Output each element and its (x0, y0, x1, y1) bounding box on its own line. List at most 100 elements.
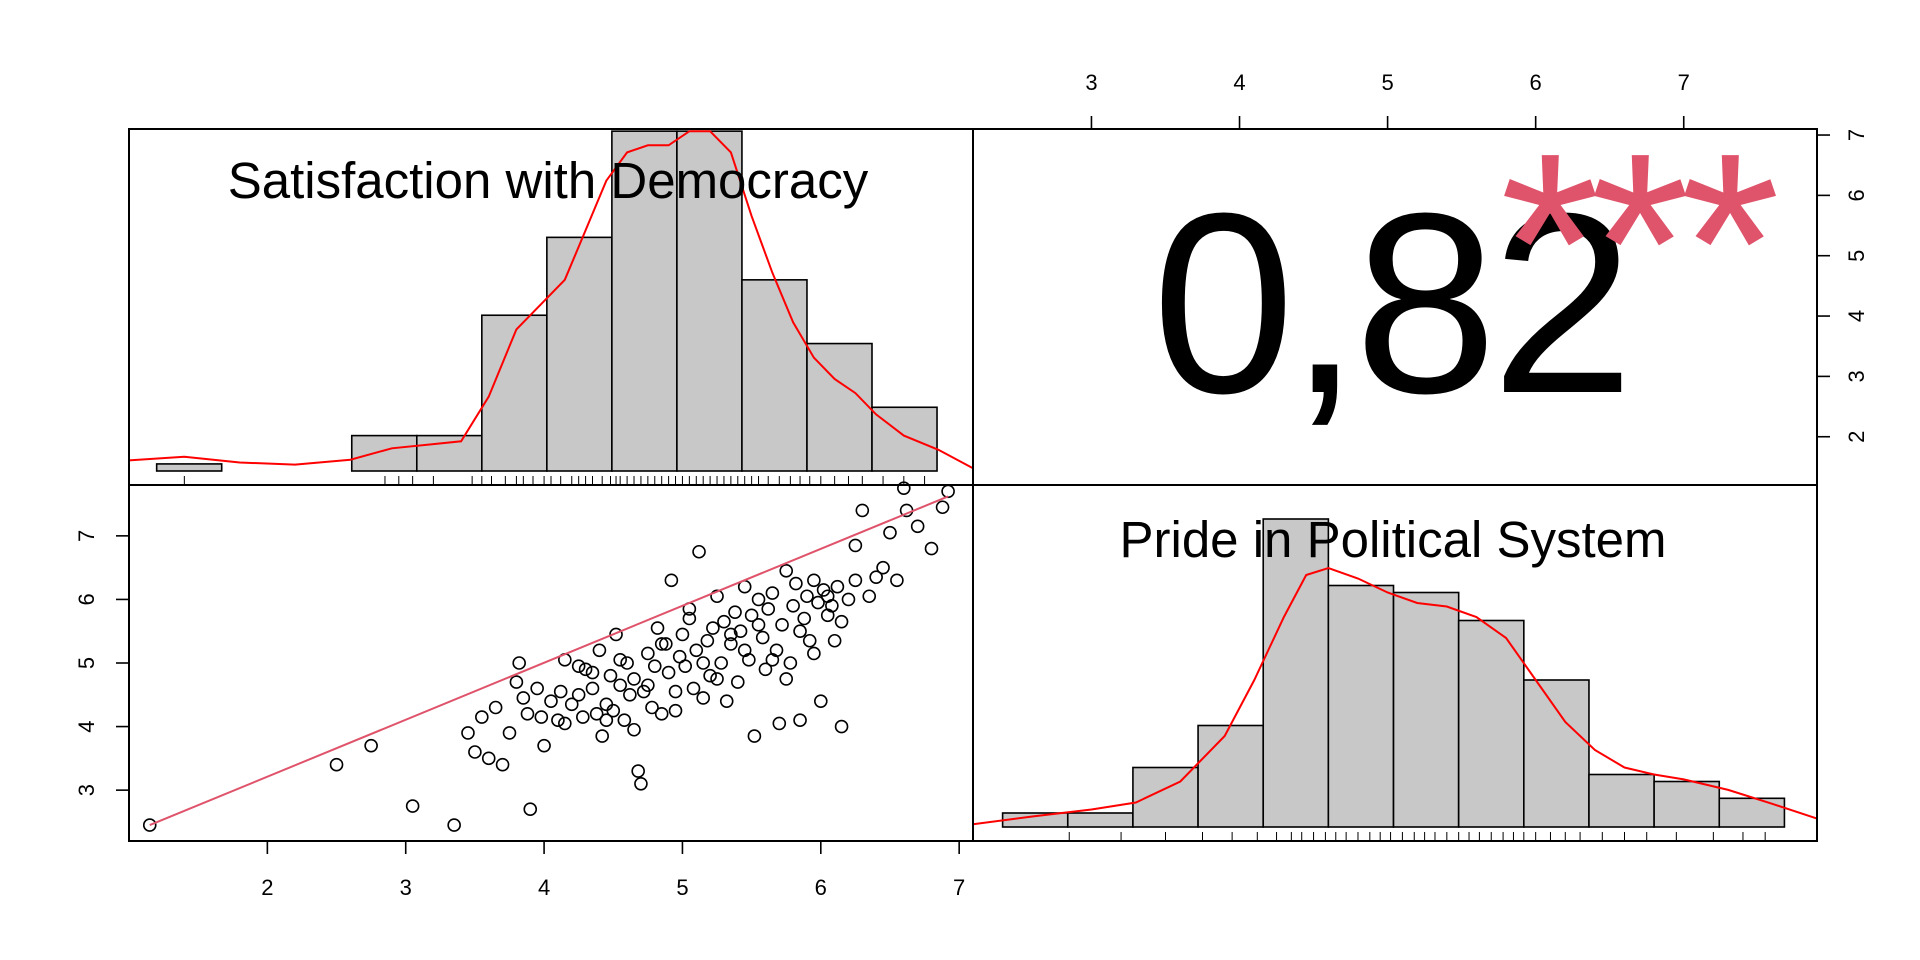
scatter-point (724, 627, 738, 642)
scatter-point (481, 751, 496, 766)
scatter-point (717, 614, 731, 629)
scatter-point (475, 710, 489, 724)
scatter-point (689, 643, 704, 658)
scatter-point (692, 544, 706, 559)
tick-label: 5 (1381, 70, 1393, 95)
hist-bar (611, 130, 678, 472)
scatter-point (765, 586, 780, 600)
scatter-point (696, 691, 710, 705)
scatter-point (627, 722, 641, 737)
scatter-point (520, 707, 535, 721)
scatter-point (710, 672, 724, 686)
scatter-point (935, 500, 950, 515)
hist-bar (1653, 780, 1721, 828)
scatter-points (142, 481, 955, 832)
density-curve-pride (972, 566, 1818, 826)
scatter-point (779, 672, 794, 686)
hist-bar (1132, 766, 1199, 828)
scatter-point (675, 627, 690, 642)
scatter-point (509, 675, 524, 689)
scatter-point (733, 624, 748, 639)
panel-top-right: 0,82 *** 3 4 5 6 7 2 3 4 5 6 7 (1085, 70, 1868, 447)
scatter-point (719, 694, 734, 708)
scatter-point (751, 618, 766, 632)
hist-bar (546, 236, 613, 472)
tick-label: 3 (1085, 70, 1097, 95)
scatter-point (647, 659, 662, 673)
scatter-point (696, 656, 710, 670)
scatter-point (461, 726, 475, 740)
scatter-point (659, 637, 673, 651)
scatter-point (761, 602, 776, 616)
scatter-point (589, 707, 604, 721)
frame-bottom-right (972, 484, 1818, 842)
scatter-point (830, 579, 845, 594)
scatter-point (786, 598, 800, 613)
scatter-point (603, 668, 618, 683)
scatter-point (668, 684, 683, 699)
scatter-point (668, 703, 683, 718)
scatter-point (793, 624, 807, 639)
scatter-point (585, 681, 600, 696)
scatter-point (664, 573, 679, 588)
tick-label: 7 (1678, 70, 1690, 95)
scatter-point (876, 560, 890, 575)
scatter-point (595, 729, 609, 743)
scatter-point (848, 538, 863, 553)
scatter-point (883, 525, 897, 540)
tick-label: 6 (1844, 189, 1869, 201)
scatter-point (890, 573, 904, 588)
tick-label: 4 (1233, 70, 1245, 95)
scatter-point (710, 589, 724, 604)
scatter-point (502, 726, 517, 740)
hist-bar (1197, 724, 1265, 828)
tick-label: 4 (538, 875, 550, 900)
tick-label: 2 (261, 875, 273, 900)
scatter-point (329, 757, 344, 772)
hist-bar (1457, 619, 1525, 828)
scatter-point (834, 719, 849, 734)
scatter-point (620, 656, 634, 670)
hist-bar (1718, 797, 1786, 828)
scatter-point (613, 653, 627, 667)
scatter-point (797, 611, 812, 626)
hist-bar (1327, 584, 1395, 828)
scatter-point (772, 716, 787, 731)
hist-bar (1066, 812, 1134, 828)
scatter-point (924, 541, 939, 556)
scatter-point (553, 684, 568, 699)
scatter-point (623, 687, 637, 702)
right-y-axis: 2 3 4 5 6 7 (1816, 129, 1869, 443)
panel-top-left: Satisfaction with Democracy (128, 130, 974, 484)
scatter-point (516, 691, 531, 705)
scatter-point (758, 662, 773, 677)
tick-label: 6 (815, 875, 827, 900)
tick-label: 7 (953, 875, 965, 900)
scatter-point (364, 738, 378, 753)
scatter-point (841, 592, 856, 607)
scatter-point (910, 519, 925, 534)
tick-label: 6 (74, 593, 99, 605)
scatter-point (613, 678, 627, 693)
scatter-point (755, 630, 770, 645)
tick-label: 3 (400, 875, 412, 900)
scatter-point (578, 662, 593, 677)
scatter-point (571, 687, 586, 702)
scatter-point (645, 700, 659, 715)
scatter-point (650, 621, 665, 635)
scatter-point (592, 643, 607, 658)
scatter-point (558, 716, 572, 731)
hist-bar (741, 279, 808, 472)
hist-bar (1262, 518, 1330, 828)
density-curve-satisfaction (128, 130, 974, 470)
scatter-point (706, 621, 720, 635)
scatter-point (811, 595, 825, 610)
scatter-point (631, 764, 645, 778)
scatter-point (800, 589, 814, 604)
scatter-point (537, 738, 551, 753)
scatter-point (682, 611, 697, 626)
regression-line (149, 495, 949, 827)
scatter-point (751, 592, 766, 607)
scatter-point (530, 681, 544, 696)
